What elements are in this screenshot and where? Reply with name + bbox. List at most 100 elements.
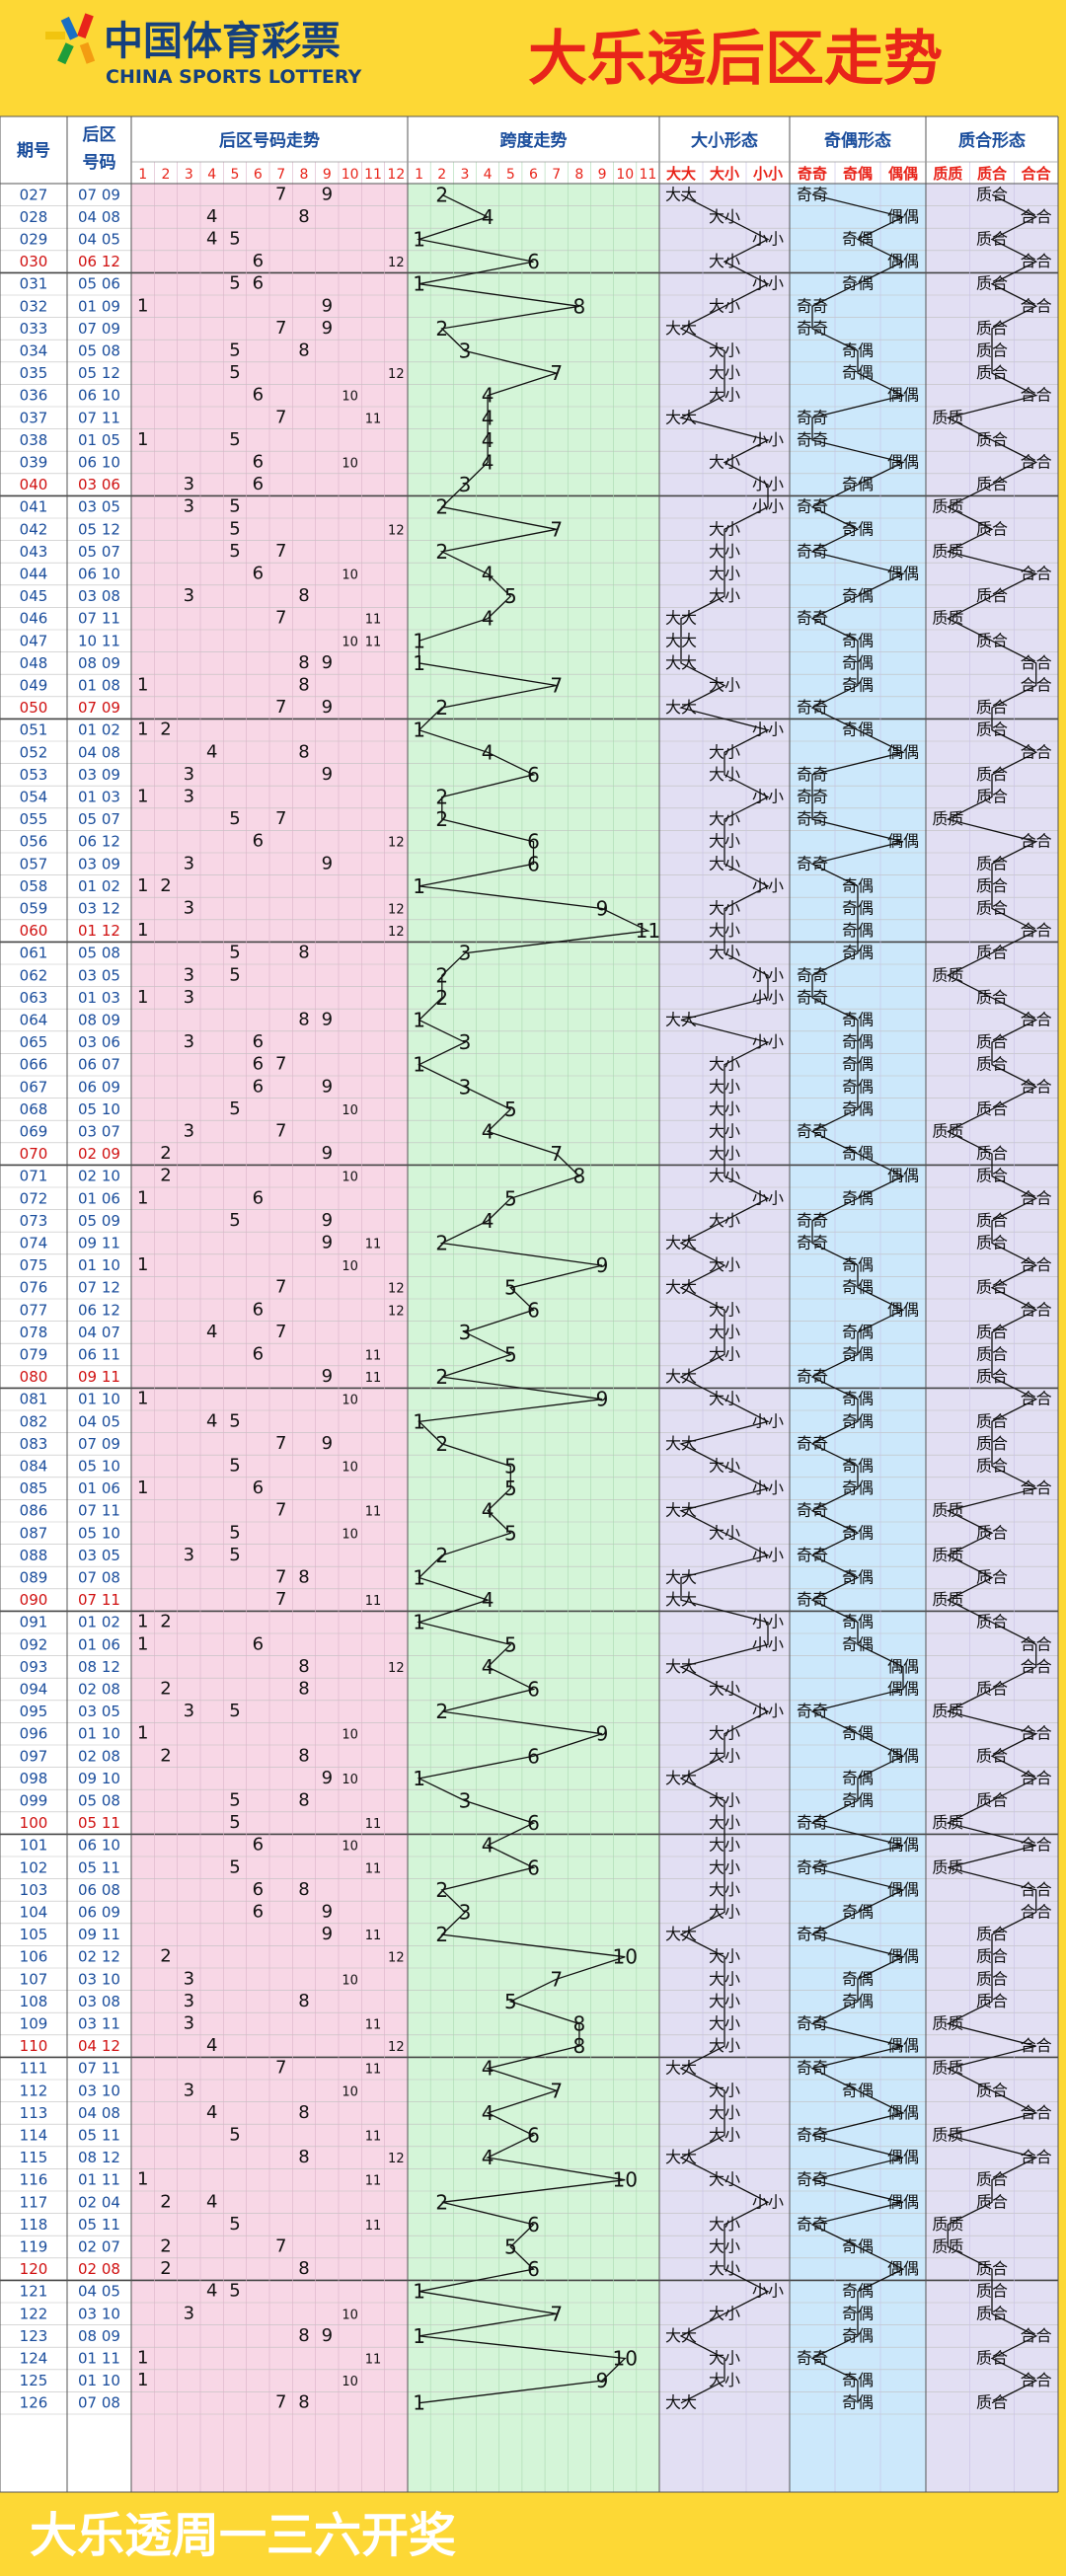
- trend-number: 5: [229, 1456, 240, 1477]
- span-number: 1: [413, 2391, 425, 2415]
- trend-number: 6: [253, 1902, 264, 1923]
- issue-number: 081: [20, 1391, 48, 1408]
- issue-number: 089: [20, 1569, 48, 1587]
- back-numbers: 02 07: [78, 2238, 120, 2256]
- back-numbers: 03 08: [78, 587, 120, 605]
- trend-number: 7: [275, 1567, 286, 1588]
- trend-number: 7: [275, 1322, 286, 1342]
- back-numbers: 03 08: [78, 1993, 120, 2010]
- trend-number: 9: [322, 1076, 333, 1097]
- back-numbers: 05 11: [78, 1858, 120, 1876]
- back-numbers: 05 10: [78, 1524, 120, 1542]
- back-numbers: 01 12: [78, 922, 120, 940]
- trend-number: 1: [137, 295, 148, 316]
- issue-number: 031: [20, 275, 48, 293]
- trend-number: 10: [342, 2375, 358, 2389]
- trend-number: 4: [206, 741, 217, 762]
- trend-number: 3: [184, 585, 194, 606]
- trend-number: 11: [365, 635, 382, 649]
- trend-number: 12: [388, 1282, 405, 1297]
- back-numbers: 05 11: [78, 2216, 120, 2234]
- trend-number: 1: [137, 2348, 148, 2369]
- back-numbers: 04 08: [78, 743, 120, 761]
- trend-number: 11: [365, 2063, 382, 2078]
- trend-number: 9: [322, 1233, 333, 1253]
- trend-number: 6: [253, 564, 264, 584]
- trend-number: 8: [298, 943, 309, 963]
- issue-number: 103: [20, 1881, 48, 1899]
- col-header-parity: 奇偶形态: [824, 130, 891, 151]
- trend-number: 3: [184, 964, 194, 985]
- trend-number: 10: [342, 1527, 358, 1542]
- trend-number: 4: [206, 2191, 217, 2212]
- back-numbers: 03 06: [78, 476, 120, 493]
- back-numbers: 07 08: [78, 1569, 120, 1587]
- trend-number: 2: [160, 2258, 171, 2279]
- issue-number: 050: [20, 699, 48, 717]
- issue-number: 121: [20, 2283, 48, 2301]
- trend-number: 3: [184, 496, 194, 517]
- trend-number: 1: [137, 2370, 148, 2390]
- trend-number: 4: [206, 2281, 217, 2302]
- back-numbers: 06 07: [78, 1056, 120, 1074]
- back-numbers: 05 07: [78, 810, 120, 828]
- back-numbers: 01 08: [78, 677, 120, 695]
- size-form-header: 大大: [666, 165, 696, 183]
- size-form-header: 大小: [710, 165, 739, 183]
- issue-number: 102: [20, 1858, 48, 1876]
- trend-number: 11: [365, 2018, 382, 2033]
- parity-form-value: 奇奇: [797, 185, 828, 203]
- trend-number: 5: [229, 1545, 240, 1565]
- span-col-number: 8: [574, 167, 583, 183]
- back-numbers: 07 08: [78, 2394, 120, 2412]
- issue-number: 074: [20, 1235, 48, 1252]
- trend-number: 9: [322, 1902, 333, 1923]
- back-numbers: 07 09: [78, 699, 120, 717]
- trend-number: 2: [160, 2191, 171, 2212]
- prime-form-header: 合合: [1021, 165, 1052, 183]
- trend-number: 7: [275, 184, 286, 204]
- trend-number: 5: [229, 496, 240, 517]
- trend-number: 11: [365, 2219, 382, 2234]
- issue-number: 029: [20, 231, 48, 249]
- issue-number: 034: [20, 342, 48, 360]
- issue-number: 125: [20, 2372, 48, 2389]
- issue-number: 084: [20, 1458, 48, 1476]
- trend-number: 8: [298, 1790, 309, 1811]
- trend-col-number: 2: [162, 167, 171, 183]
- trend-number: 1: [137, 875, 148, 896]
- issue-number: 032: [20, 297, 48, 315]
- trend-number: 8: [298, 1567, 309, 1588]
- span-col-number: 6: [529, 167, 538, 183]
- trend-number: 8: [298, 1656, 309, 1677]
- size-form-header: 小小: [753, 165, 783, 183]
- back-numbers: 03 12: [78, 900, 120, 918]
- trend-number: 4: [206, 229, 217, 250]
- trend-number: 9: [322, 764, 333, 785]
- back-numbers: 03 10: [78, 2305, 120, 2322]
- back-numbers: 08 09: [78, 2327, 120, 2345]
- trend-number: 2: [160, 1143, 171, 1164]
- issue-number: 039: [20, 454, 48, 472]
- trend-number: 3: [184, 474, 194, 494]
- trend-number: 3: [184, 1991, 194, 2011]
- trend-number: 11: [365, 1238, 382, 1252]
- trend-number: 1: [137, 920, 148, 941]
- trend-number: 8: [298, 2147, 309, 2167]
- issue-number: 095: [20, 1703, 48, 1720]
- span-col-number: 2: [437, 167, 446, 183]
- issue-number: 037: [20, 409, 48, 426]
- trend-number: 12: [388, 2040, 405, 2055]
- trend-number: 9: [322, 1010, 333, 1030]
- trend-number: 6: [253, 452, 264, 473]
- trend-number: 8: [298, 1010, 309, 1030]
- trend-number: 10: [342, 1103, 358, 1118]
- trend-number: 5: [229, 1522, 240, 1543]
- trend-number: 6: [253, 1031, 264, 1052]
- trend-number: 11: [365, 1371, 382, 1386]
- issue-column-bg: [0, 184, 131, 2492]
- trend-number: 12: [388, 1661, 405, 1676]
- page-title: 大乐透后区走势: [528, 25, 943, 94]
- trend-col-number: 12: [387, 167, 405, 183]
- issue-number: 042: [20, 520, 48, 538]
